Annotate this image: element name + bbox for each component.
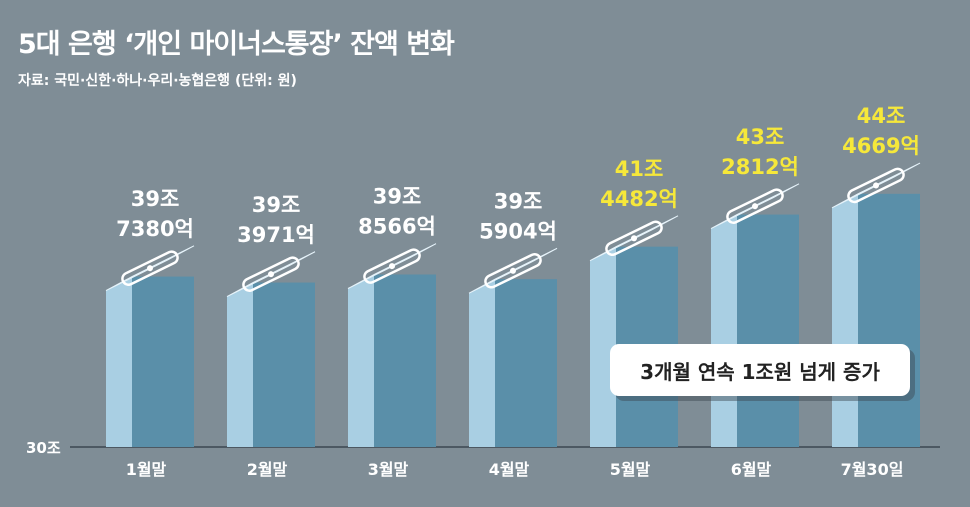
- bank-card-icon: [363, 248, 421, 284]
- bar: [468, 247, 558, 447]
- bar: [105, 245, 195, 447]
- value-label: 41조: [615, 157, 664, 181]
- bar-side: [227, 282, 253, 447]
- bank-card-icon: [605, 220, 663, 257]
- bar-front: [132, 276, 194, 447]
- bar-front: [495, 279, 557, 447]
- value-label: 39조: [131, 187, 180, 211]
- chart-title: 5대 은행 ‘개인 마이너스통장’ 잔액 변화: [18, 29, 455, 60]
- category-label: 1월말: [126, 460, 167, 479]
- bar-side: [106, 276, 132, 447]
- bar-front: [858, 193, 920, 447]
- value-label: 8566억: [358, 215, 436, 239]
- bar-front: [253, 282, 315, 447]
- bar: [589, 215, 679, 447]
- category-label: 6월말: [731, 460, 772, 479]
- bar: [347, 243, 437, 447]
- bar-side: [711, 214, 737, 447]
- bar-front: [374, 274, 436, 447]
- bar: [226, 251, 316, 447]
- category-label: 7월30일: [841, 460, 904, 479]
- category-label: 4월말: [489, 460, 530, 479]
- source-note: 자료: 국민·신한·하나·우리·농협은행 (단위: 원): [18, 73, 297, 89]
- category-label: 3월말: [368, 460, 409, 479]
- bank-card-icon: [121, 250, 179, 286]
- bank-card-icon: [847, 167, 905, 204]
- bar-side: [832, 193, 858, 447]
- value-label: 3971억: [237, 223, 315, 247]
- value-label: 2812억: [721, 155, 799, 179]
- value-label: 4482억: [600, 187, 678, 211]
- category-label: 2월말: [247, 460, 288, 479]
- value-label: 4669억: [842, 134, 920, 158]
- value-label: 43조: [736, 125, 785, 149]
- value-label: 39조: [252, 193, 301, 217]
- bar-side: [590, 246, 616, 447]
- bar-front: [737, 214, 799, 447]
- y-axis-label: 30조: [26, 439, 61, 457]
- category-label: 5월말: [610, 460, 651, 479]
- bank-card-icon: [726, 188, 784, 224]
- value-label: 39조: [373, 185, 422, 209]
- bar: [831, 162, 921, 447]
- bar-side: [469, 279, 495, 447]
- bank-card-icon: [242, 256, 300, 292]
- bank-card-icon: [484, 252, 542, 289]
- bar-side: [348, 274, 374, 447]
- value-label: 7380억: [116, 217, 194, 241]
- value-label: 5904억: [479, 219, 557, 243]
- bar: [710, 183, 800, 447]
- value-label: 44조: [857, 104, 906, 128]
- value-label: 39조: [494, 189, 543, 213]
- callout-box: 3개월 연속 1조원 넘게 증가: [610, 344, 910, 396]
